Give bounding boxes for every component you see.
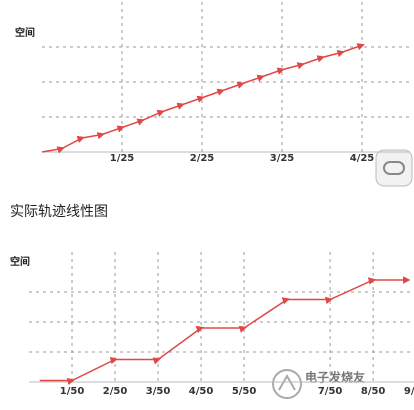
x-tick-label: 8/50 <box>361 386 386 397</box>
app-icon <box>375 149 413 187</box>
x-tick-label: 2/50 <box>103 386 128 397</box>
x-tick-label: 5/50 <box>232 386 257 397</box>
x-tick-label: 9/50 <box>404 386 414 397</box>
data-line <box>41 43 365 154</box>
x-tick-label: 3/50 <box>146 386 171 397</box>
x-tick-label: 3/25 <box>270 153 295 164</box>
y-axis-label: 空间 <box>10 255 30 268</box>
caption: 实际轨迹线性图 <box>10 204 108 220</box>
x-tick-label: 1/50 <box>60 386 85 397</box>
data-line <box>39 276 411 386</box>
x-tick-label: 1/25 <box>110 153 135 164</box>
x-tick-label: 4/50 <box>189 386 214 397</box>
x-tick-label: 7/50 <box>318 386 343 397</box>
watermark-logo <box>272 369 302 399</box>
x-tick-label: 4/25 <box>350 153 375 164</box>
x-tick-label: 2/25 <box>190 153 215 164</box>
y-axis-label: 空间 <box>15 26 35 39</box>
